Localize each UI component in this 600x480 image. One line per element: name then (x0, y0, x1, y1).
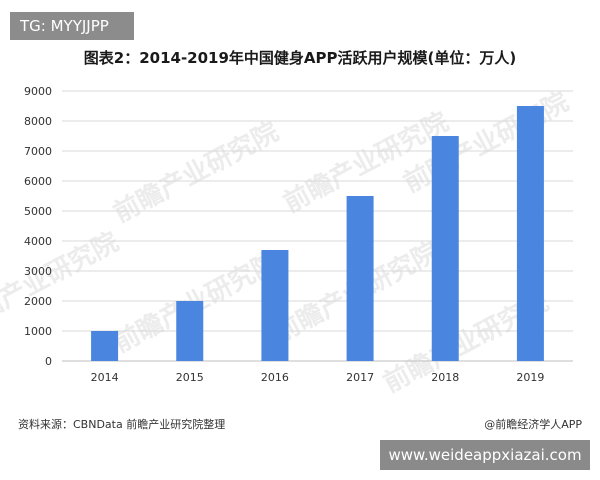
y-tick-label: 7000 (24, 145, 52, 158)
bar-chart: 前瞻产业研究院前瞻产业研究院前瞻产业研究院前瞻产业研究院前瞻产业研究院前瞻产业研… (0, 85, 574, 395)
bar-2014 (91, 331, 119, 361)
y-tick-label: 2000 (24, 295, 52, 308)
x-tick-label: 2019 (516, 371, 544, 384)
grid-lines (62, 90, 573, 362)
watermark-text: 前瞻产业研究院 (108, 116, 283, 229)
bar-2019 (516, 106, 544, 361)
site-banner: www.weideappxiazai.com (380, 440, 590, 470)
chart-title: 图表2：2014-2019年中国健身APP活跃用户规模(单位：万人) (83, 49, 517, 67)
bars (91, 106, 544, 361)
y-tick-label: 4000 (24, 235, 52, 248)
y-axis-ticks: 0 1000 2000 3000 4000 5000 6000 7000 8000 9000 (24, 85, 52, 368)
bar-2018 (431, 136, 459, 361)
tag-badge: TG: MYYJJPP (10, 12, 134, 40)
x-tick-label: 2016 (261, 371, 289, 384)
y-tick-label: 3000 (24, 265, 52, 278)
y-tick-label: 8000 (24, 115, 52, 128)
source-note: 资料来源：CBNData 前瞻产业研究院整理 (18, 418, 226, 431)
x-axis-ticks: 2014 2015 2016 2017 2018 2019 (91, 371, 545, 384)
bar-2017 (346, 196, 374, 361)
x-tick-label: 2015 (176, 371, 204, 384)
x-tick-label: 2014 (91, 371, 119, 384)
y-tick-label: 0 (45, 355, 52, 368)
credit-note: @前瞻经济学人APP (484, 418, 582, 431)
bar-2015 (176, 301, 204, 361)
y-tick-label: 5000 (24, 205, 52, 218)
x-tick-label: 2018 (431, 371, 459, 384)
y-tick-label: 6000 (24, 175, 52, 188)
x-tick-label: 2017 (346, 371, 374, 384)
y-tick-label: 1000 (24, 325, 52, 338)
watermark-text: 前瞻产业研究院 (0, 226, 124, 339)
bar-2016 (261, 250, 289, 361)
y-tick-label: 9000 (24, 85, 52, 98)
